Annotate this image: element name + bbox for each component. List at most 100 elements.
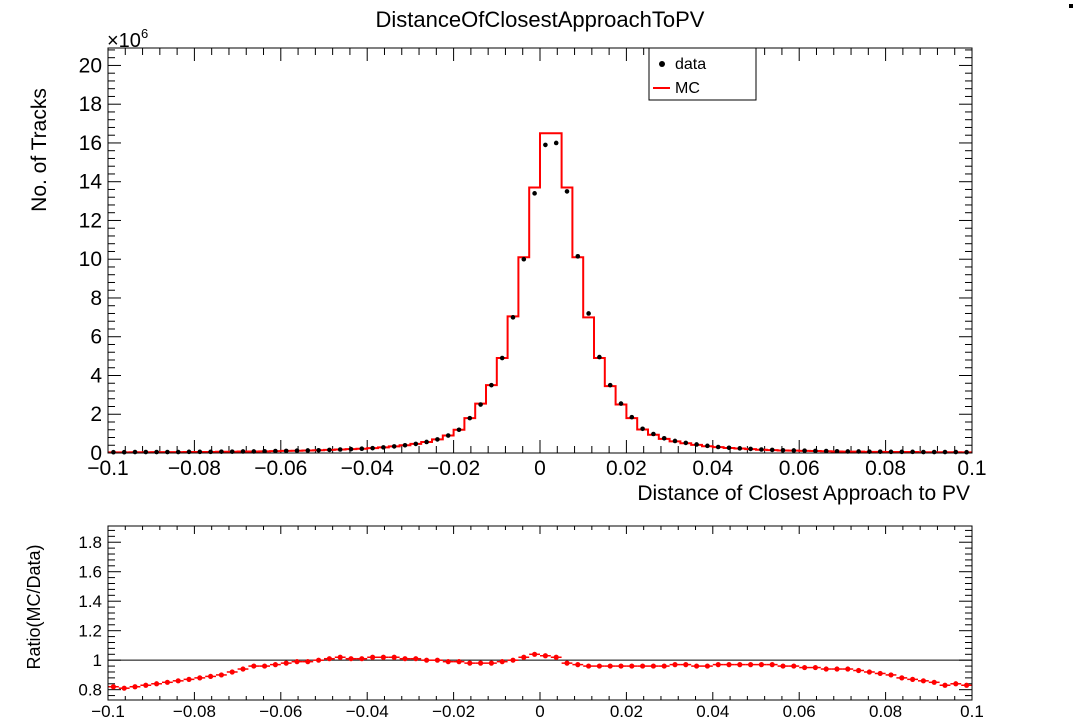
ratio-point [856,667,862,674]
ratio-x-tick-label: 0.04 [696,702,729,720]
ratio-point [618,663,624,669]
ratio-point [910,676,916,682]
ratio-point [434,657,440,663]
data-point [154,449,159,455]
ratio-x-tick-label: −0.02 [432,702,475,720]
x-tick-label: −0.02 [427,457,480,480]
data-point [489,382,494,388]
bottom-y-tick-labels: 0.8 1 1.2 1.4 1.6 1.8 [78,533,102,699]
legend-mc-label: MC [675,80,700,97]
data-point [510,315,516,320]
data-point [791,448,797,453]
ratio-point [175,678,181,684]
ratio-y-tick-label: 1.4 [78,592,102,611]
data-point [521,256,527,262]
top-axis-ticks [107,48,973,454]
data-point [823,448,829,454]
ratio-point [229,669,235,675]
data-point [618,401,624,406]
data-point [683,440,689,446]
ratio-point [510,657,516,663]
ratio-point [316,657,322,663]
data-point [802,448,807,453]
y-tick-label: 12 [79,209,102,232]
ratio-y-axis-label: Ratio(MC/Data) [24,544,44,669]
x-tick-label: 0 [534,457,546,480]
ratio-point [197,675,203,681]
chart-title: DistanceOfClosestApproachToPV [376,7,705,32]
ratio-point [370,654,376,660]
data-point [132,449,138,455]
ratio-point [942,682,948,688]
y-axis-label: No. of Tracks [28,88,51,212]
ratio-point [348,656,354,662]
y-tick-label: 16 [79,132,102,155]
ratio-point [402,656,408,662]
data-point [283,448,289,454]
data-point [715,444,721,450]
data-point [607,382,613,388]
data-point [931,449,937,455]
legend-data-label: data [675,56,706,73]
data-point [586,311,591,316]
y-tick-label: 6 [90,326,102,349]
ratio-point [359,656,365,662]
x-tick-label: 0.1 [957,457,986,480]
ratio-y-tick-label: 1.6 [78,563,102,582]
ratio-point [596,663,603,669]
ratio-point [802,664,808,671]
top-y-tick-labels: 0 2 4 6 8 10 12 14 16 18 20 [79,54,103,465]
legend-data-marker [659,61,665,67]
data-point [316,447,321,453]
data-point [769,447,775,453]
data-point [780,447,786,453]
data-point [705,443,710,449]
ratio-point [424,657,430,663]
data-point [370,445,375,451]
ratio-point [488,660,494,666]
y-tick-label: 14 [79,171,103,194]
ratio-point [607,663,613,669]
ratio-point [726,662,732,668]
ratio-x-tick-label: 0 [535,702,544,720]
data-point [413,441,419,447]
x-tick-label: 0.08 [865,457,906,480]
ratio-point [164,679,170,685]
ratio-point [467,660,473,666]
ratio-point [262,663,268,669]
ratio-point [305,659,311,665]
ratio-point [499,659,505,665]
ratio-point [456,659,462,665]
data-point [456,427,462,433]
ratio-point [769,662,775,668]
ratio-point [672,662,678,668]
ratio-point [542,653,549,659]
ratio-point [866,669,873,675]
data-point [445,433,451,438]
data-point [759,447,764,452]
data-point [964,449,969,455]
data-point [564,189,570,194]
ratio-x-tick-label: 0.08 [869,702,902,720]
ratio-point [780,663,786,669]
data-point [435,437,440,442]
data-point [543,142,548,148]
data-point [629,414,635,420]
data-point [121,449,127,455]
ratio-point [704,663,711,669]
ratio-point [964,682,970,688]
ratio-x-tick-label: 0.06 [783,702,816,720]
ratio-point [683,662,689,668]
y-tick-label: 18 [79,93,102,116]
ratio-y-tick-label: 1 [93,651,102,670]
ratio-point [953,681,959,687]
ratio-point [272,662,278,668]
ratio-point [186,676,192,682]
data-point [532,191,537,196]
ratio-point [661,663,667,669]
ratio-y-tick-label: 1.2 [78,622,102,641]
data-point [391,444,397,449]
data-point [499,355,505,361]
legend-box [648,47,757,101]
